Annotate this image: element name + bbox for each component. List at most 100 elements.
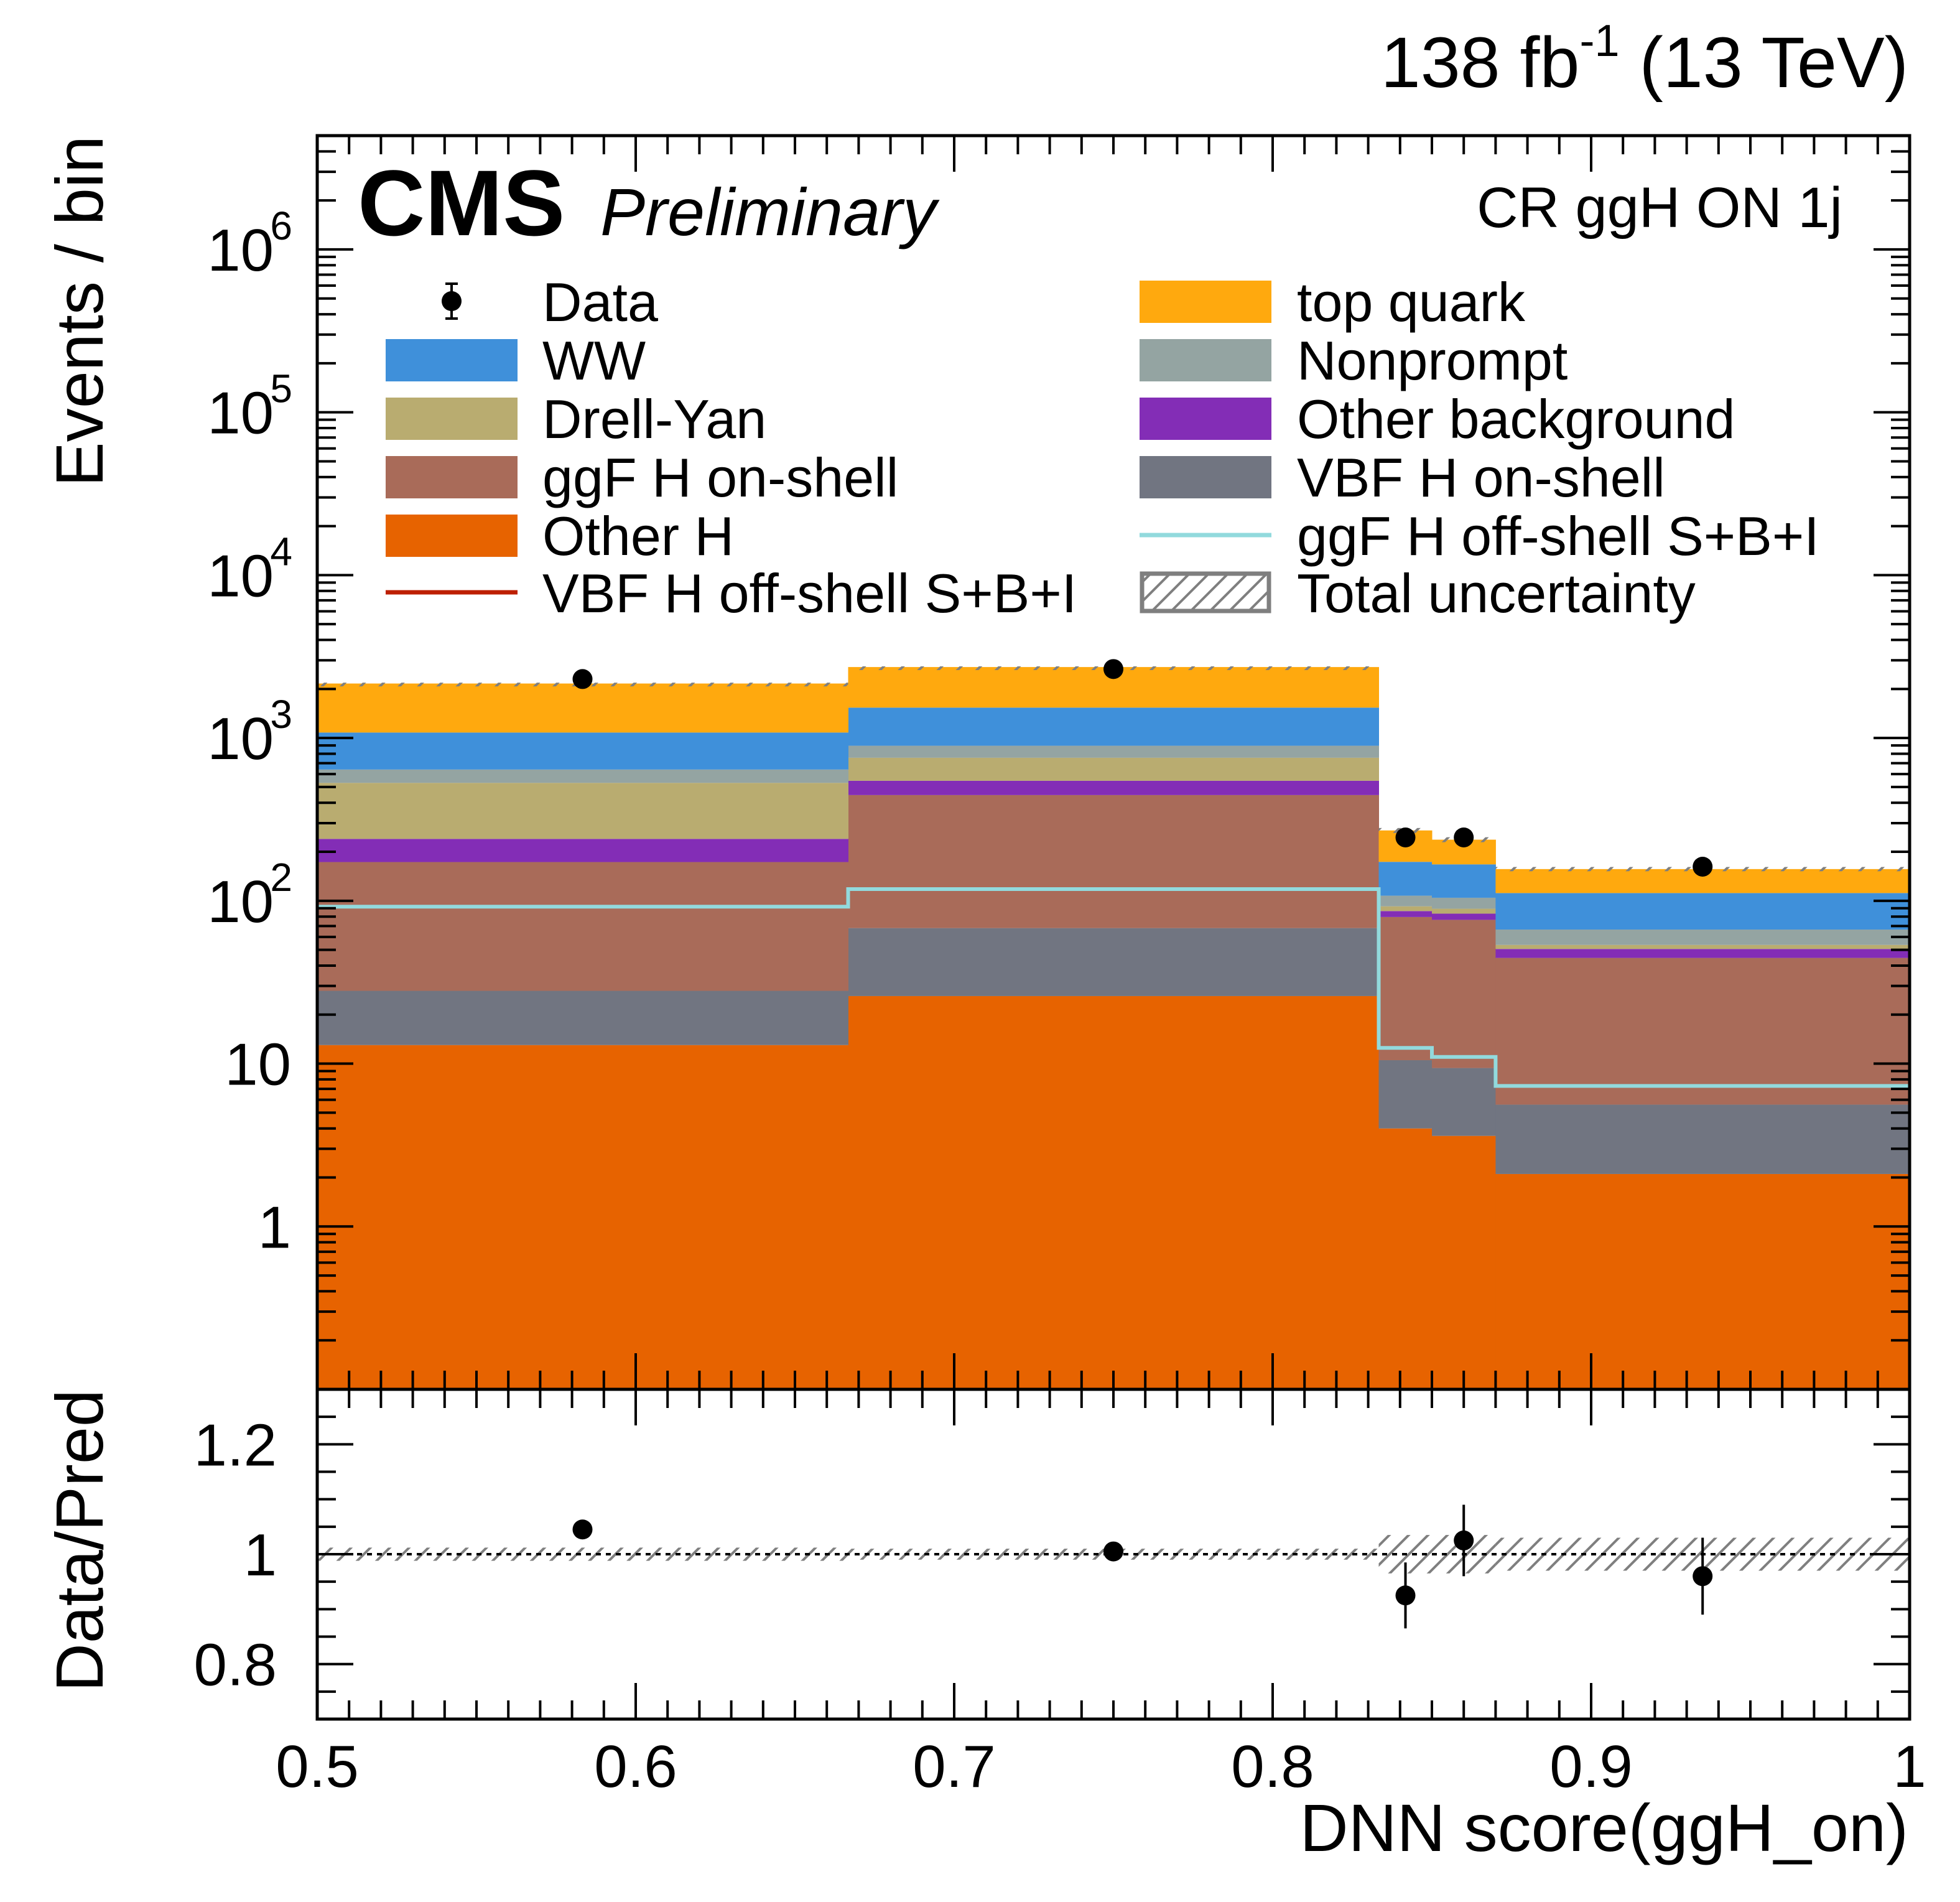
ratio-point bbox=[1693, 1566, 1713, 1587]
bar-vbf-h-on-shell bbox=[1432, 1068, 1496, 1136]
y-tick-label: 1 bbox=[258, 1194, 291, 1261]
bar-ww bbox=[1378, 862, 1433, 896]
y-tick-exponent: 3 bbox=[270, 692, 292, 737]
bar-drell-yan bbox=[848, 757, 1379, 781]
legend-label-ww: WW bbox=[542, 330, 646, 391]
ratio-points bbox=[572, 1504, 1713, 1629]
y-axis-title: Events / bin bbox=[42, 136, 117, 487]
y-tick-label: 10 bbox=[225, 1032, 291, 1098]
data-point bbox=[572, 669, 593, 689]
bar-other-background bbox=[1495, 949, 1910, 958]
legend-label-ggf-h-on-shell: ggF H on-shell bbox=[542, 447, 898, 508]
line-ggf-h-off-shell-s-b-i bbox=[317, 887, 1910, 1088]
preliminary-label: Preliminary bbox=[600, 174, 940, 249]
y-tick-exponent: 4 bbox=[270, 529, 292, 574]
y-tick-label: 10 bbox=[207, 217, 274, 284]
bar-other-h bbox=[317, 1045, 849, 1389]
y-tick-exponent: 6 bbox=[270, 203, 292, 248]
legend-swatch-nonprompt bbox=[1140, 339, 1271, 381]
ratio-uncertainty-bin bbox=[317, 1547, 848, 1561]
legend-swatch-ww bbox=[386, 339, 518, 381]
legend-label-data: Data bbox=[542, 271, 658, 333]
cms-label: CMS bbox=[358, 151, 565, 255]
bar-nonprompt bbox=[317, 769, 849, 783]
bar-ww bbox=[1432, 864, 1496, 898]
ratio-y-tick-label: 0.8 bbox=[194, 1632, 277, 1699]
legend-label-vbf-h-off-shell-s-b-i: VBF H off-shell S+B+I bbox=[542, 562, 1077, 624]
bar-ggf-h-on-shell bbox=[1378, 916, 1433, 1061]
data-points bbox=[572, 659, 1713, 877]
region-label: CR ggH ON 1j bbox=[1477, 176, 1842, 240]
y-tick-label: 10 bbox=[207, 543, 274, 609]
bar-drell-yan bbox=[1432, 908, 1496, 914]
x-tick-label: 0.5 bbox=[276, 1733, 358, 1800]
overlay-lines bbox=[317, 887, 1910, 1088]
data-point bbox=[1693, 856, 1713, 877]
bar-ggf-h-on-shell bbox=[1432, 920, 1496, 1068]
data-point bbox=[1454, 827, 1474, 847]
legend-label-other-background: Other background bbox=[1297, 388, 1735, 450]
bar-ww bbox=[1495, 893, 1910, 930]
bar-vbf-h-on-shell bbox=[1495, 1104, 1910, 1174]
bar-drell-yan bbox=[317, 783, 849, 839]
legend-swatch-vbf-h-on-shell bbox=[1140, 456, 1271, 498]
bar-vbf-h-on-shell bbox=[317, 991, 849, 1045]
ratio-y-tick-label: 1 bbox=[244, 1522, 277, 1588]
bar-nonprompt bbox=[1495, 930, 1910, 945]
bar-other-h bbox=[1378, 1128, 1433, 1389]
ratio-point bbox=[1395, 1585, 1416, 1606]
bar-ggf-h-on-shell bbox=[1495, 958, 1910, 1105]
bar-other-background bbox=[848, 780, 1379, 795]
ratio-y-axis-title: Data/Pred bbox=[42, 1389, 117, 1692]
legend-label-total-uncertainty: Total uncertainty bbox=[1297, 562, 1696, 624]
legend-swatch-data bbox=[442, 291, 462, 311]
x-tick-label: 1 bbox=[1893, 1733, 1926, 1800]
bar-top-quark bbox=[317, 683, 849, 733]
legend-label-top-quark: top quark bbox=[1297, 271, 1526, 333]
bar-vbf-h-on-shell bbox=[848, 928, 1379, 996]
legend-swatch-other-background bbox=[1140, 398, 1271, 440]
bar-other-h bbox=[1432, 1135, 1496, 1389]
bar-ggf-h-on-shell bbox=[317, 862, 849, 991]
y-tick-label: 10 bbox=[207, 706, 274, 772]
legend-label-ggf-h-off-shell-s-b-i: ggF H off-shell S+B+I bbox=[1297, 505, 1819, 567]
bar-nonprompt bbox=[1378, 895, 1433, 907]
bar-other-background bbox=[1432, 913, 1496, 920]
data-point bbox=[1103, 659, 1123, 679]
legend-label-drell-yan: Drell-Yan bbox=[542, 388, 766, 450]
x-tick-label: 0.8 bbox=[1231, 1733, 1314, 1800]
bar-ww bbox=[848, 707, 1379, 746]
bar-vbf-h-on-shell bbox=[1378, 1060, 1433, 1129]
legend-label-other-h: Other H bbox=[542, 505, 734, 567]
x-axis-title: DNN score(ggH_on) bbox=[1300, 1790, 1908, 1865]
y-tick-label: 10 bbox=[207, 869, 274, 935]
x-tick-label: 0.9 bbox=[1549, 1733, 1632, 1800]
bar-nonprompt bbox=[848, 745, 1379, 758]
bar-other-h bbox=[848, 995, 1379, 1389]
bar-ww bbox=[317, 732, 849, 770]
bar-other-background bbox=[1378, 911, 1433, 917]
legend-swatch-total-uncertainty bbox=[1140, 571, 1271, 613]
stacked-histogram bbox=[317, 667, 1910, 1389]
legend-swatch-ggf-h-on-shell bbox=[386, 456, 518, 498]
y-tick-exponent: 2 bbox=[270, 855, 292, 900]
legend-swatch-drell-yan bbox=[386, 398, 518, 440]
x-tick-label: 0.6 bbox=[594, 1733, 677, 1800]
ratio-point bbox=[572, 1519, 593, 1540]
bar-drell-yan bbox=[1495, 944, 1910, 949]
legend-label-vbf-h-on-shell: VBF H on-shell bbox=[1297, 447, 1665, 508]
y-tick-label: 10 bbox=[207, 380, 274, 447]
x-tick-label: 0.7 bbox=[913, 1733, 995, 1800]
ratio-point bbox=[1103, 1541, 1123, 1562]
bar-other-h bbox=[1495, 1173, 1910, 1389]
bar-drell-yan bbox=[1378, 906, 1433, 911]
ratio-point bbox=[1454, 1530, 1474, 1550]
axis-ticks bbox=[316, 134, 1911, 1720]
ratio-y-tick-label: 1.2 bbox=[194, 1412, 277, 1478]
legend-swatch-top-quark bbox=[1140, 281, 1271, 323]
legend-swatch-other-h bbox=[386, 515, 518, 557]
lumi-label: 138 fb-1 (13 TeV) bbox=[1381, 16, 1908, 103]
